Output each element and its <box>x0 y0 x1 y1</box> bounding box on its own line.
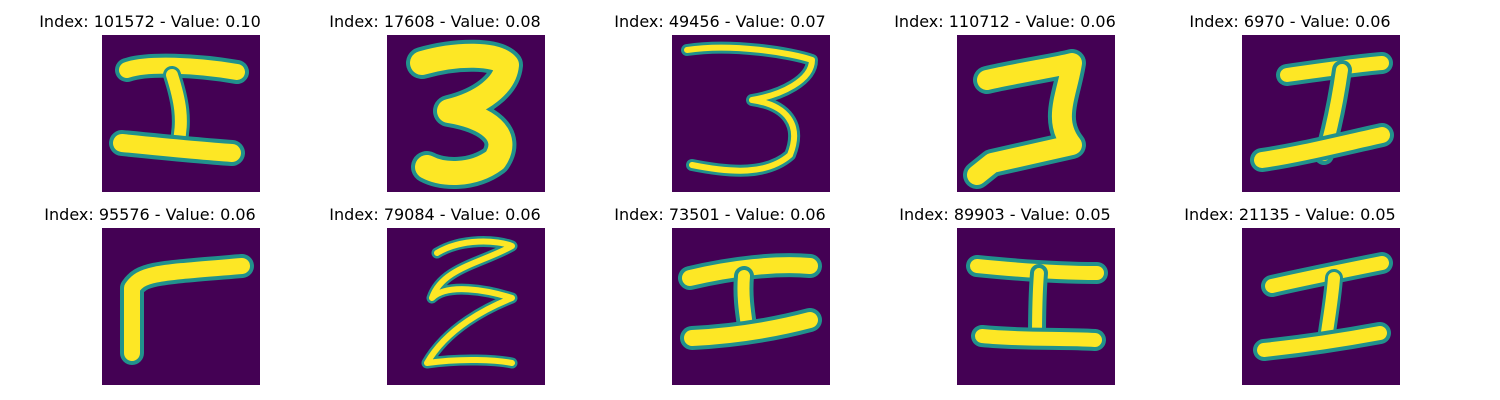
handwritten-glyph-image <box>672 228 830 385</box>
panel-title: Index: 79084 - Value: 0.06 <box>285 205 585 224</box>
image-panel: Index: 101572 - Value: 0.10 <box>0 0 300 190</box>
handwritten-glyph-image <box>1242 35 1400 192</box>
panel-title: Index: 89903 - Value: 0.05 <box>855 205 1155 224</box>
handwritten-glyph-image <box>1242 228 1400 385</box>
panel-title: Index: 110712 - Value: 0.06 <box>855 12 1155 31</box>
panel-title: Index: 101572 - Value: 0.10 <box>0 12 300 31</box>
handwritten-glyph-image <box>957 228 1115 385</box>
image-panel: Index: 21135 - Value: 0.05 <box>1140 193 1440 383</box>
image-panel: Index: 95576 - Value: 0.06 <box>0 193 300 383</box>
image-panel: Index: 17608 - Value: 0.08 <box>285 0 585 190</box>
image-panel: Index: 49456 - Value: 0.07 <box>570 0 870 190</box>
handwritten-glyph-image <box>957 35 1115 192</box>
panel-title: Index: 17608 - Value: 0.08 <box>285 12 585 31</box>
image-panel: Index: 73501 - Value: 0.06 <box>570 193 870 383</box>
handwritten-glyph-image <box>672 35 830 192</box>
panel-title: Index: 49456 - Value: 0.07 <box>570 12 870 31</box>
handwritten-glyph-image <box>102 35 260 192</box>
handwritten-glyph-image <box>387 35 545 192</box>
image-panel: Index: 6970 - Value: 0.06 <box>1140 0 1440 190</box>
panel-title: Index: 95576 - Value: 0.06 <box>0 205 300 224</box>
handwritten-glyph-image <box>102 228 260 385</box>
image-panel: Index: 110712 - Value: 0.06 <box>855 0 1155 190</box>
panel-title: Index: 73501 - Value: 0.06 <box>570 205 870 224</box>
panel-title: Index: 21135 - Value: 0.05 <box>1140 205 1440 224</box>
handwritten-glyph-image <box>387 228 545 385</box>
image-panel: Index: 79084 - Value: 0.06 <box>285 193 585 383</box>
image-panel: Index: 89903 - Value: 0.05 <box>855 193 1155 383</box>
panel-title: Index: 6970 - Value: 0.06 <box>1140 12 1440 31</box>
